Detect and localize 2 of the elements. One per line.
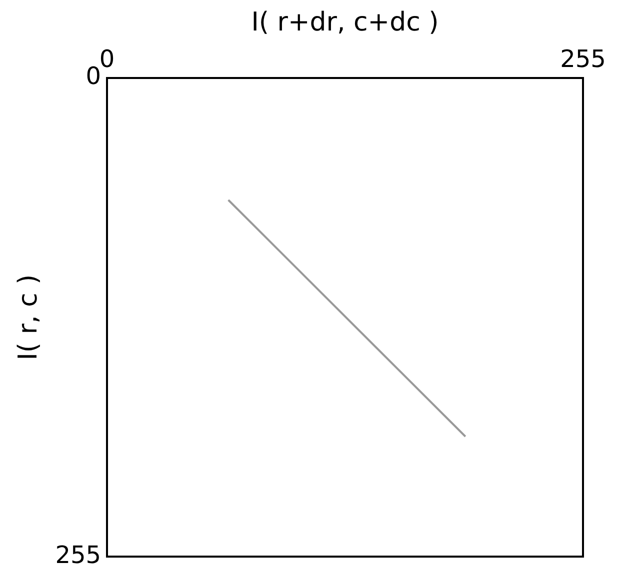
x-axis-title: I( r+dr, c+dc ) <box>251 7 439 38</box>
y-axis-title: I( r, c ) <box>13 274 44 360</box>
